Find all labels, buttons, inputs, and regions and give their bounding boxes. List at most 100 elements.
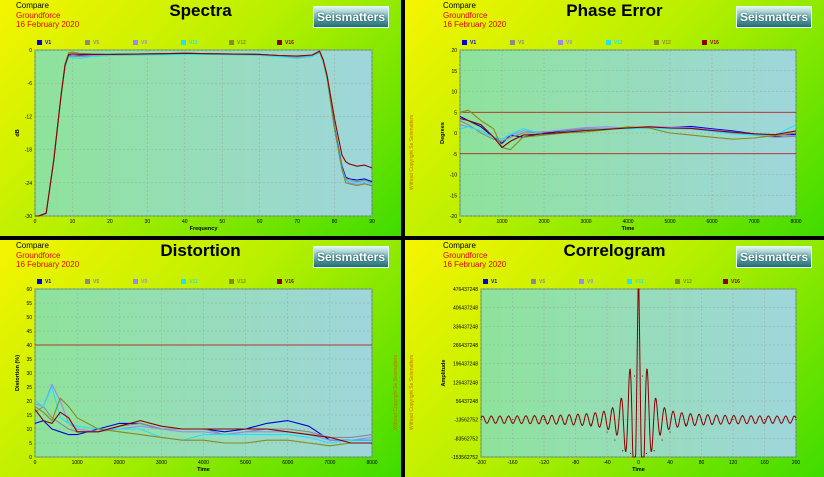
y-tick-label: -13562752 [454,418,478,424]
data-point [661,439,663,441]
spectra-panel: Spectra Compare Groundforce 16 February … [0,0,401,236]
seismatters-logo: Seismatters [736,246,812,268]
y-tick-label: 0 [29,455,32,461]
groundforce-label: Groundforce [443,11,488,20]
x-tick-label: 70 [294,219,300,225]
series-line-v16 [35,50,373,217]
y-tick-label: 5 [454,110,457,116]
legend-label: V11 [614,40,623,46]
x-tick-label: 40 [667,460,673,466]
legend-swatch [579,279,584,284]
x-tick-label: -160 [507,460,517,466]
groundforce-label: Groundforce [16,11,61,20]
groundforce-label: Groundforce [443,251,488,260]
x-tick-label: 0 [34,460,37,466]
x-tick-label: 30 [145,219,151,225]
logo-text: Seismatters [739,250,809,264]
y-tick-label: -20 [450,214,457,220]
data-point [685,423,687,425]
x-tick-label: 60 [257,219,263,225]
legend-swatch [675,279,680,284]
x-tick-label: -200 [476,460,486,466]
legend-swatch [229,40,234,45]
data-point [606,431,608,433]
x-tick-label: 80 [699,460,705,466]
legend-swatch [531,279,536,284]
legend-label: V11 [635,279,644,285]
data-point [480,419,482,421]
y-tick-label: 126437248 [453,380,478,386]
y-tick-label: -30 [25,214,32,220]
series-line-v16 [34,409,372,444]
groundforce-label: Groundforce [16,251,61,260]
data-point [622,450,624,452]
y-tick-label: 20 [451,48,457,54]
x-tick-label: -80 [572,460,579,466]
x-tick-label: 0 [637,460,640,466]
plot-area [34,49,373,217]
x-tick-label: 6000 [282,460,293,466]
y-tick-label: 15 [451,69,457,75]
x-tick-label: 2000 [114,460,125,466]
series-line-v16 [459,117,797,149]
y-tick-label: -15 [450,193,457,199]
x-tick-label: 8000 [790,219,801,225]
legend-swatch [510,40,515,45]
y-tick-label: 30 [26,371,32,377]
legend-swatch [181,279,186,284]
legend-swatch [85,40,90,45]
logo-text: Seismatters [316,250,386,264]
legend-swatch [627,279,632,284]
legend-swatch [723,279,728,284]
legend-label: V16 [285,279,294,285]
compare-label: Compare [443,241,476,250]
y-tick-label: 20 [26,399,32,405]
legend-swatch [181,40,186,45]
correlogram-panel: Correlogram Compare Groundforce 16 Febru… [405,240,824,477]
y-tick-label: 10 [26,427,32,433]
y-axis-label: Amplitude [441,360,447,387]
y-tick-label: -12 [25,114,32,120]
legend-label: V16 [285,40,294,46]
panel-title: Spectra [169,1,232,20]
legend-label: V16 [710,40,719,46]
legend-label: V9 [141,279,147,285]
y-tick-label: 406437248 [453,306,478,312]
x-tick-label: 40 [182,219,188,225]
date-label: 16 February 2020 [16,260,80,269]
x-tick-label: 2000 [538,219,549,225]
x-tick-label: 160 [760,460,769,466]
y-tick-label: 50 [26,315,32,321]
y-tick-label: 0 [29,48,32,54]
y-tick-label: 45 [26,329,32,335]
x-tick-label: 4000 [622,219,633,225]
data-point [543,419,545,421]
legend-label: V11 [189,40,198,46]
x-tick-label: 50 [219,219,225,225]
x-tick-label: -120 [539,460,549,466]
legend-label: V5 [539,279,545,285]
data-point [641,375,644,377]
x-tick-label: 5000 [240,460,251,466]
y-tick-label: 15 [26,413,32,419]
legend-label: V9 [141,40,147,46]
y-axis-label: Distortion (%) [15,355,21,391]
x-tick-label: 80 [332,219,338,225]
series-line-v12 [459,109,797,151]
x-tick-label: 3000 [156,460,167,466]
legend-swatch [229,279,234,284]
legend-swatch [37,40,42,45]
y-tick-label: 35 [26,357,32,363]
x-tick-label: 1000 [496,219,507,225]
x-tick-label: 4000 [198,460,209,466]
x-tick-label: 90 [369,219,375,225]
x-axis-label: Time [197,467,210,473]
panel-title: Phase Error [566,1,663,20]
x-tick-label: 6000 [706,219,717,225]
y-tick-label: 55 [26,301,32,307]
x-tick-label: 8000 [366,460,377,466]
series-line-v12 [34,397,372,447]
y-tick-label: 196437248 [453,362,478,368]
x-tick-label: 1000 [72,460,83,466]
date-label: 16 February 2020 [443,260,507,269]
